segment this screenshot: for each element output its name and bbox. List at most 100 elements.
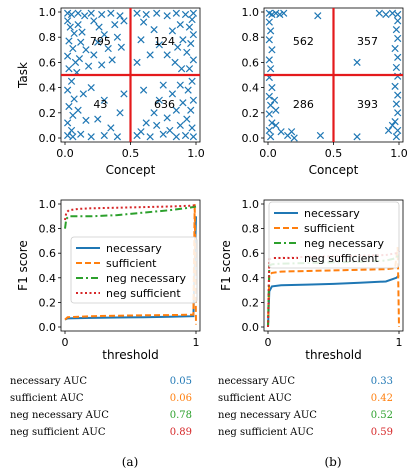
x-axis-label: Concept — [309, 163, 359, 177]
scatter-point — [284, 131, 292, 140]
scatter-point-stroke — [266, 65, 275, 73]
scatter-point — [146, 51, 154, 59]
scatter-point-stroke — [272, 106, 280, 114]
scatter-point — [70, 29, 78, 38]
scatter-point-stroke — [176, 121, 184, 130]
scatter-point-stroke — [168, 90, 177, 98]
auc-label: neg necessary AUC — [10, 410, 109, 421]
scatter-point — [74, 106, 82, 114]
scatter-point — [137, 36, 145, 44]
scatter-point-stroke — [79, 90, 87, 98]
scatter-point — [265, 18, 273, 26]
scatter-point — [155, 96, 163, 104]
scatter-point-stroke — [163, 12, 171, 20]
scatter-point — [63, 9, 72, 17]
scatter-point — [120, 17, 128, 25]
scatter-point-stroke — [65, 102, 73, 111]
axes-frame — [60, 199, 201, 332]
scatter-point-stroke — [276, 10, 284, 19]
y-tick-label: 1.0 — [39, 6, 57, 19]
scatter-point-stroke — [316, 131, 325, 140]
y-tick-label: 0.2 — [242, 107, 260, 120]
scatter-point-stroke — [392, 63, 401, 72]
scatter-point — [353, 133, 361, 141]
series-line-neg-sufficient — [64, 204, 197, 221]
y-tick-label: 0.8 — [242, 223, 260, 236]
scatter-point — [67, 77, 76, 85]
scatter-point — [142, 119, 150, 127]
scatter-point — [82, 46, 90, 54]
scatter-point — [179, 99, 187, 107]
scatter-point-stroke — [65, 65, 73, 73]
scatter-point-stroke — [98, 61, 106, 69]
scatter-point-stroke — [67, 126, 76, 135]
scatter-point — [392, 26, 401, 34]
scatter-point-stroke — [265, 56, 273, 64]
scatter-point-stroke — [150, 109, 158, 117]
scatter-point-stroke — [183, 48, 191, 56]
scatter-point-stroke — [69, 133, 77, 141]
scatter-point — [290, 134, 298, 142]
scatter-point — [94, 115, 102, 123]
y-tick-label: 0.6 — [39, 247, 57, 260]
scatter-point — [111, 20, 119, 29]
scatter-point — [159, 130, 167, 138]
scatter-point — [75, 54, 84, 63]
scatter-point-stroke — [391, 117, 399, 126]
chart-panel-bottom-right: 0.0 0.2 0.4 0.6 0.8 1.0 0 1 threshold F1 score nec… — [219, 198, 404, 362]
scatter-point — [78, 28, 86, 36]
quadrant-count-bottom-right: 636 — [154, 98, 175, 111]
y-tick-label: 0.0 — [242, 132, 260, 145]
axes-frame — [263, 199, 404, 332]
y-tick-label: 0.8 — [39, 223, 57, 236]
scatter-point — [177, 65, 186, 73]
scatter-point — [189, 56, 198, 64]
series-line-neg-necessary — [64, 205, 197, 229]
scatter-point-stroke — [181, 10, 190, 19]
scatter-point — [266, 133, 275, 141]
scatter-point — [69, 133, 77, 141]
scatter-point — [120, 90, 128, 98]
scatter-point-stroke — [394, 109, 402, 117]
scatter-point — [388, 121, 397, 130]
scatter-point-stroke — [142, 10, 150, 19]
scatter-point-stroke — [67, 77, 76, 85]
scatter-point — [133, 58, 141, 67]
scatter-point — [188, 124, 196, 132]
scatter-point-stroke — [314, 12, 322, 20]
scatter-point-stroke — [280, 9, 288, 17]
scatter-point — [100, 96, 108, 104]
scatter-point-stroke — [176, 20, 184, 29]
scatter-point-stroke — [117, 43, 125, 51]
legend: necessary sufficient neg necessary neg suff… — [268, 201, 400, 269]
scatter-point — [65, 37, 73, 45]
scatter-point-stroke — [384, 126, 393, 135]
scatter-point — [171, 58, 179, 67]
scatter-point — [272, 9, 280, 17]
scatter-point — [74, 20, 82, 29]
scatter-point-stroke — [272, 9, 280, 17]
scatter-point — [189, 31, 198, 39]
scatter-point-stroke — [168, 27, 177, 35]
scatter-point-stroke — [142, 119, 150, 127]
scatter-point — [137, 128, 145, 136]
scatter-point — [188, 15, 196, 24]
quadrant-count-top-left: 795 — [90, 35, 111, 48]
scatter-point — [266, 65, 275, 73]
scatter-point — [272, 106, 280, 114]
scatter-point-stroke — [133, 9, 141, 17]
scatter-point-stroke — [95, 23, 103, 31]
scatter-point-stroke — [63, 52, 72, 60]
scatter-point — [87, 83, 95, 92]
scatter-point-stroke — [100, 96, 108, 104]
legend-label: necessary — [106, 242, 162, 255]
scatter-point-stroke — [181, 131, 190, 140]
scatter-point-stroke — [63, 9, 72, 17]
scatter-point-stroke — [63, 119, 72, 127]
quadrant-count-bottom-left: 286 — [293, 98, 314, 111]
y-tick-label: 0.8 — [242, 31, 260, 44]
scatter-point — [394, 109, 402, 117]
scatter-point-stroke — [113, 33, 122, 41]
scatter-point — [181, 10, 190, 19]
scatter-point — [113, 33, 122, 41]
